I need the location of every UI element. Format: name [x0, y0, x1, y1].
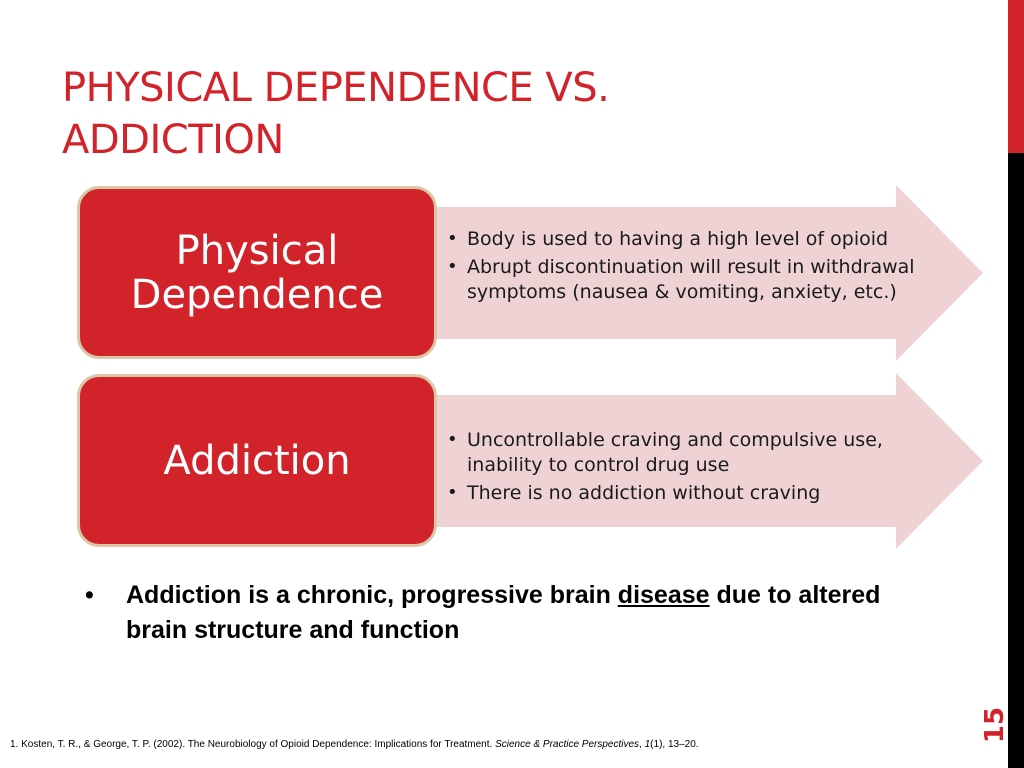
main-bullet-underlined-word: disease: [617, 581, 710, 609]
list-item: • There is no addiction without craving: [445, 481, 925, 506]
physical-dependence-heading-line-1: Physical: [175, 227, 339, 274]
list-item: • Uncontrollable craving and compulsive u…: [445, 428, 925, 478]
physical-dependence-heading-line-2: Dependence: [130, 271, 384, 318]
citation-volume: 1: [644, 739, 651, 750]
arrow-shape-physical-dependence: [420, 185, 985, 361]
physical-dependence-box: Physical Dependence: [77, 186, 437, 359]
page-number: 15: [980, 700, 1010, 750]
list-item: • Body is used to having a high level of …: [445, 227, 925, 252]
citation-separator: ,: [639, 739, 645, 750]
bullet-text: There is no addiction without craving: [467, 482, 821, 504]
bullet-dot: •: [447, 482, 458, 503]
main-bullet-dot: •: [85, 581, 94, 609]
list-item: • Abrupt discontinuation will result in w…: [445, 255, 925, 305]
addiction-bullet-list: • Uncontrollable craving and compulsive u…: [445, 428, 925, 509]
slide-title-line-2: ADDICTION: [62, 117, 284, 163]
arrow-shape-addiction: [420, 373, 985, 549]
main-bullet-text: Addiction is a chronic, progressive brai…: [85, 578, 925, 648]
citation-footnote: 1. Kosten, T. R., & George, T. P. (2002)…: [10, 739, 699, 750]
bullet-dot: •: [447, 256, 458, 277]
bullet-dot: •: [447, 429, 458, 450]
slide-title: PHYSICAL DEPENDENCE VS. ADDICTION: [62, 62, 762, 166]
main-bullet-point: • Addiction is a chronic, progressive br…: [85, 578, 925, 648]
citation-suffix: (1), 13–20.: [650, 739, 699, 750]
side-accent-bar-red: [1008, 0, 1024, 153]
citation-journal: Science & Practice Perspectives: [495, 739, 640, 750]
main-bullet-text-before: Addiction is a chronic, progressive brai…: [126, 581, 618, 609]
slide-title-line-1: PHYSICAL DEPENDENCE VS.: [62, 65, 610, 111]
side-accent-bar-black: [1008, 153, 1024, 768]
addiction-box: Addiction: [77, 374, 437, 547]
bullet-dot: •: [447, 228, 458, 249]
bullet-text: Body is used to having a high level of o…: [467, 228, 889, 250]
main-bullet-text-after: due to altered brain structure and funct…: [126, 581, 881, 644]
addiction-heading: Addiction: [163, 437, 351, 484]
page-number-text: 15: [980, 706, 1010, 744]
bullet-text: Uncontrollable craving and compulsive us…: [467, 429, 883, 476]
physical-dependence-bullet-list: • Body is used to having a high level of …: [445, 227, 925, 308]
bullet-text: Abrupt discontinuation will result in wi…: [467, 256, 915, 303]
citation-prefix: 1. Kosten, T. R., & George, T. P. (2002)…: [10, 739, 496, 750]
